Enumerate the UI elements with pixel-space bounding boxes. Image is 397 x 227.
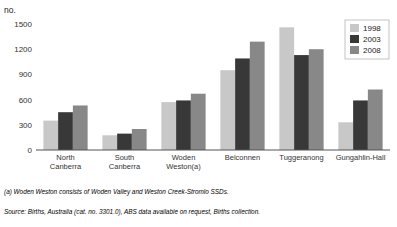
legend-swatch xyxy=(350,35,359,43)
bar xyxy=(117,134,132,150)
bar xyxy=(102,135,117,150)
y-tick-label: 1200 xyxy=(14,45,32,54)
bar xyxy=(250,42,265,150)
bar xyxy=(58,112,73,150)
legend-swatch xyxy=(350,46,359,54)
x-tick-label: Gungahlin-Hall xyxy=(336,153,386,162)
legend: 1998 2003 2008 xyxy=(345,20,389,59)
legend-label: 2003 xyxy=(363,35,381,44)
bar xyxy=(191,94,206,150)
x-axis-line xyxy=(36,150,390,151)
bar xyxy=(294,55,309,150)
bar xyxy=(176,100,191,150)
bars xyxy=(43,27,382,150)
bar xyxy=(43,121,58,150)
bar xyxy=(279,27,294,150)
footnote: Source: Births, Australia (cat. no. 3301… xyxy=(4,208,260,216)
y-axis-label: no. xyxy=(4,5,16,15)
y-tick-label: 600 xyxy=(19,96,33,105)
bar xyxy=(338,122,353,150)
bar xyxy=(161,102,176,150)
x-tick-label: SouthCanberra xyxy=(109,153,141,171)
legend-label: 1998 xyxy=(363,24,381,33)
footnote: (a) Woden Weston consists of Woden Valle… xyxy=(4,188,229,196)
bar xyxy=(353,100,368,150)
y-tick-label: 900 xyxy=(19,70,33,79)
chart: 0 300 600 900 1200 1500 no. NorthCanberra SouthC… xyxy=(0,0,397,227)
bar xyxy=(132,129,147,150)
y-tick-label: 300 xyxy=(19,121,33,130)
x-tick-label: NorthCanberra xyxy=(50,153,82,171)
bar xyxy=(73,105,88,150)
y-tick-label: 0 xyxy=(28,146,33,155)
x-tick-label: Tuggeranong xyxy=(279,153,323,162)
y-tick-label: 1500 xyxy=(14,20,32,29)
legend-label: 2008 xyxy=(363,46,381,55)
x-tick-label: Belconnen xyxy=(225,153,260,162)
bar xyxy=(235,58,250,150)
bar xyxy=(220,70,235,150)
legend-box xyxy=(345,20,389,59)
legend-swatch xyxy=(350,24,359,32)
bar xyxy=(368,90,383,150)
x-tick-label: WodenWeston(a) xyxy=(166,153,201,171)
bar xyxy=(309,49,324,150)
